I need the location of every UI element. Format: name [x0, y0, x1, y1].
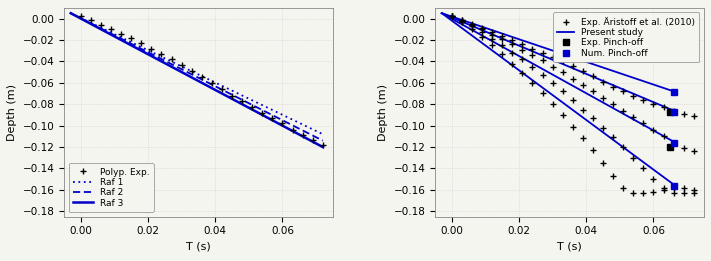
Y-axis label: Depth (m): Depth (m) — [7, 84, 17, 141]
Legend: Polyp. Exp., Raf 1, Raf 2, Raf 3: Polyp. Exp., Raf 1, Raf 2, Raf 3 — [68, 163, 154, 212]
Y-axis label: Depth (m): Depth (m) — [378, 84, 388, 141]
X-axis label: T (s): T (s) — [186, 242, 210, 252]
X-axis label: T (s): T (s) — [557, 242, 582, 252]
Legend: Exp. Äristoff et al. (2010), Present study, Exp. Pinch-off, Num. Pinch-off: Exp. Äristoff et al. (2010), Present stu… — [553, 12, 700, 62]
